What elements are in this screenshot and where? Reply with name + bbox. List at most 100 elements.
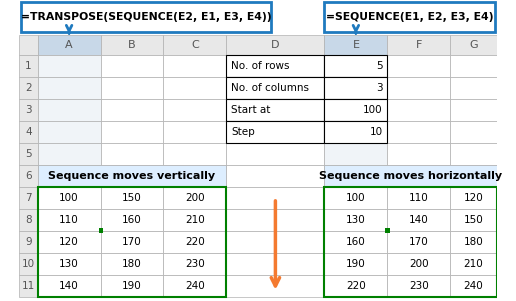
Text: 220: 220 [185,237,205,247]
Bar [227,231,325,253]
Bar [388,187,450,209]
Bar [164,275,227,297]
Text: 230: 230 [409,281,429,291]
Bar [19,253,38,275]
Bar [101,165,164,187]
Text: 190: 190 [346,259,366,269]
Bar [450,187,496,209]
Text: 180: 180 [122,259,142,269]
Bar [325,55,388,77]
Bar [164,231,227,253]
Bar [385,228,390,233]
Bar [388,121,450,143]
Text: No. of rows: No. of rows [231,61,289,71]
Bar [164,165,227,187]
Bar [227,55,325,77]
Text: 220: 220 [346,281,366,291]
Bar [38,77,101,99]
Bar [450,231,496,253]
Text: 5: 5 [25,149,31,159]
Bar [38,275,101,297]
Bar [19,209,38,231]
Text: 210: 210 [185,215,205,225]
Bar [325,143,388,165]
Bar [164,77,227,99]
Bar [19,55,38,77]
Bar [38,253,101,275]
Bar [164,99,227,121]
Bar [101,209,164,231]
Text: 11: 11 [22,281,35,291]
Text: Sequence moves horizontally: Sequence moves horizontally [319,171,502,181]
Text: 2: 2 [25,83,31,93]
Bar [227,143,325,165]
Bar [19,275,38,297]
Bar [388,231,450,253]
Text: 170: 170 [409,237,429,247]
Bar [101,275,164,297]
Text: 140: 140 [59,281,79,291]
Bar [388,253,450,275]
Text: 200: 200 [185,193,205,203]
Text: B: B [128,40,136,50]
Bar [19,121,38,143]
Bar [101,99,164,121]
Bar [38,99,101,121]
Bar [227,275,325,297]
Bar [450,143,496,165]
Bar [38,143,101,165]
Bar [388,165,450,187]
Bar [325,2,495,32]
Text: 120: 120 [463,193,483,203]
Bar [388,209,450,231]
Bar [325,253,388,275]
Bar [21,2,271,32]
Text: =TRANSPOSE(SEQUENCE(E2, E1, E3, E4)): =TRANSPOSE(SEQUENCE(E2, E1, E3, E4)) [21,12,271,22]
Bar [325,275,388,297]
Bar [19,143,38,165]
Bar [388,275,450,297]
Bar [38,35,101,55]
Bar [388,187,450,209]
Bar [19,99,38,121]
Bar [164,275,227,297]
Bar [101,143,164,165]
Bar [38,187,227,297]
Text: 180: 180 [463,237,483,247]
Bar [388,275,450,297]
Bar [19,187,38,209]
Text: 240: 240 [185,281,205,291]
Bar [450,77,496,99]
Text: No. of columns: No. of columns [231,83,309,93]
Bar [38,231,101,253]
Bar [450,187,496,209]
Bar [325,275,388,297]
Bar [101,231,164,253]
Bar [38,275,101,297]
Bar [388,209,450,231]
Bar [101,253,164,275]
Bar [38,209,101,231]
Bar [325,209,388,231]
Bar [450,253,496,275]
Bar [325,187,388,209]
Bar [101,187,164,209]
Bar [325,99,388,121]
Bar [227,77,325,99]
Bar [227,187,325,209]
Text: 110: 110 [59,215,79,225]
Bar [450,253,496,275]
Bar [325,77,388,99]
Bar [325,187,388,209]
Bar [101,209,164,231]
Bar [164,35,227,55]
Bar [227,77,325,99]
Bar [325,231,388,253]
Text: 230: 230 [185,259,205,269]
Bar [450,55,496,77]
Bar [164,231,227,253]
Bar [450,35,496,55]
Bar [325,99,388,121]
Bar [388,253,450,275]
Bar [227,55,325,77]
